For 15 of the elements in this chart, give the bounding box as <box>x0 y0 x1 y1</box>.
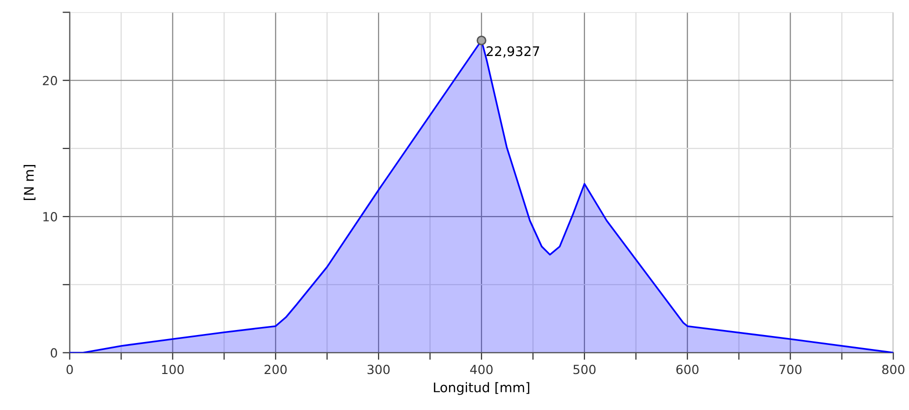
x-tick-label: 700 <box>779 364 802 374</box>
y-tick-label: 10 <box>43 212 58 222</box>
y-tick-label: 20 <box>42 76 58 86</box>
y-tick-label: 0 <box>50 348 58 358</box>
y-axis-title: [N m] <box>24 165 36 200</box>
x-tick-label: 500 <box>573 364 596 374</box>
x-tick-label: 200 <box>264 364 287 374</box>
x-tick-label: 0 <box>66 364 73 374</box>
x-tick-label: 300 <box>368 364 390 374</box>
x-tick-label: 800 <box>882 364 904 374</box>
x-tick-label: 400 <box>470 364 493 374</box>
x-tick-label: 600 <box>676 364 698 374</box>
x-axis-title: Longitud [mm] <box>434 382 530 395</box>
annotation: 22,9327 <box>486 46 540 58</box>
x-tick-label: 100 <box>162 364 184 374</box>
